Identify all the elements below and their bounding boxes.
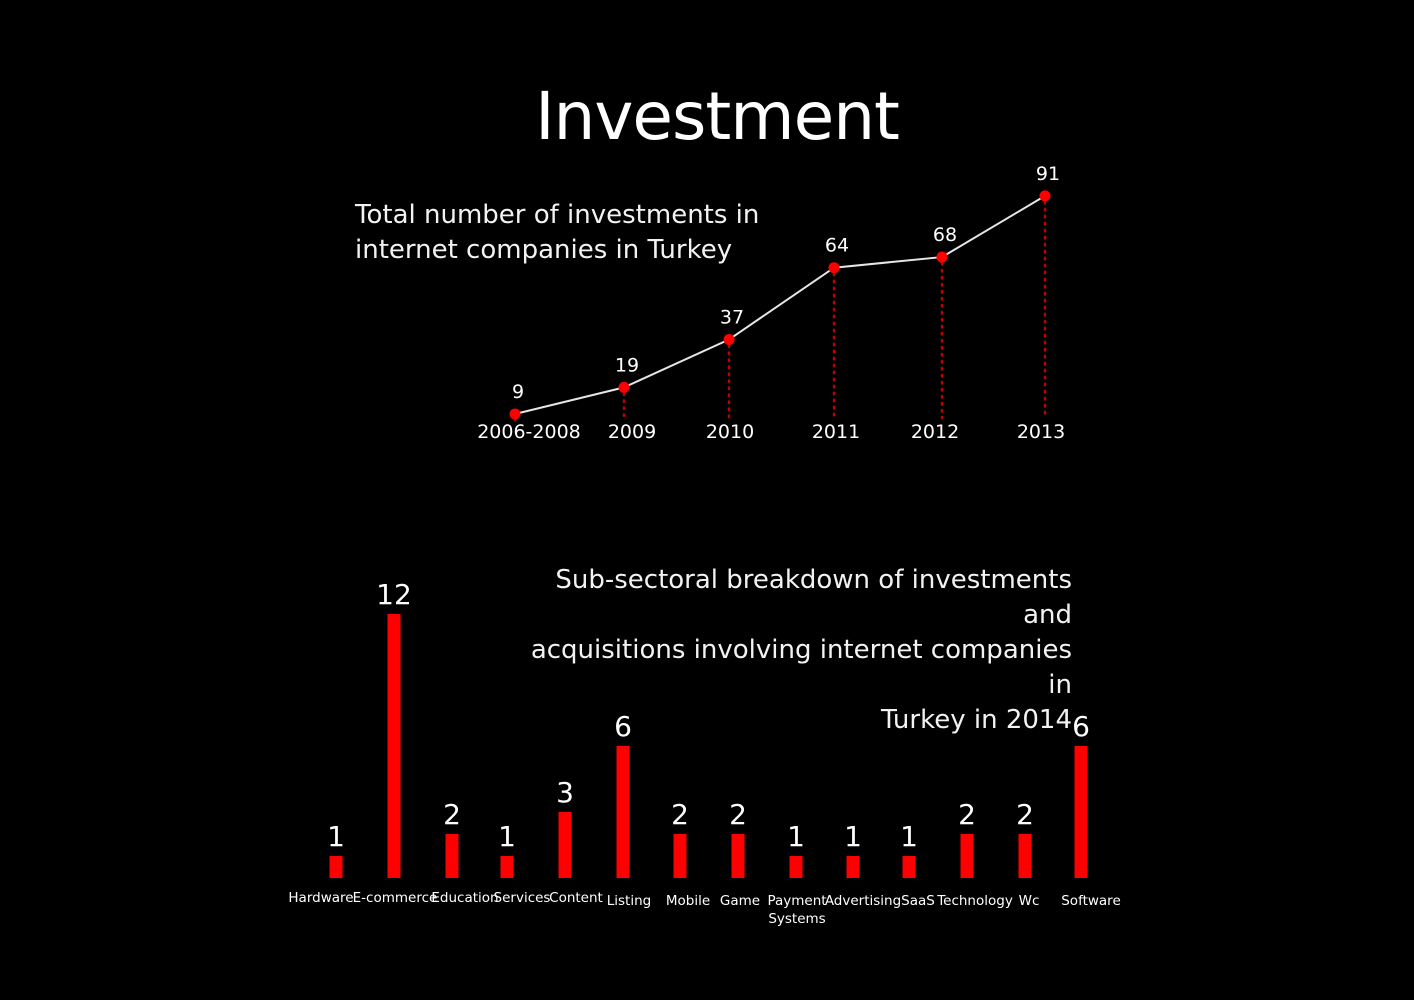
data-label: 68 [933, 224, 957, 246]
bar-chart-title: Sub-sectoral breakdown of investments an… [520, 563, 1072, 738]
bar-value-label: 2 [958, 798, 976, 831]
bar [789, 856, 803, 878]
bar [1018, 834, 1032, 878]
data-point [723, 334, 735, 346]
bar-value-label: 3 [556, 776, 574, 809]
bar-value-label: 1 [498, 820, 516, 853]
category-label: Technology [936, 893, 1013, 909]
data-point [936, 251, 948, 263]
category-label: Payment [767, 893, 826, 909]
data-label: 37 [720, 307, 744, 329]
bar [846, 856, 860, 878]
x-tick-label: 2006-2008 [477, 421, 581, 443]
bar-value-label: 1 [327, 820, 345, 853]
x-tick-label: 2012 [911, 421, 959, 443]
bar-chart-title-line-3: Turkey in 2014 [880, 705, 1072, 735]
page-title: Investment [535, 78, 900, 155]
line-chart-title-line-1: Total number of investments in [355, 200, 760, 230]
x-tick-label: 2013 [1017, 421, 1065, 443]
category-label: Education [431, 890, 498, 906]
data-label: 19 [615, 354, 639, 376]
bar-value-label: 6 [1072, 710, 1090, 743]
category-label: E-commerce [353, 890, 438, 906]
bar-value-label: 2 [671, 798, 689, 831]
bar [445, 834, 459, 878]
data-label: 9 [512, 381, 524, 403]
category-label: Hardware [288, 890, 353, 906]
bar-value-label: 6 [614, 710, 632, 743]
bar-value-label: 1 [844, 820, 862, 853]
category-label: SaaS [901, 893, 935, 909]
bar-value-label: 1 [900, 820, 918, 853]
bar-chart-title-line-1: Sub-sectoral breakdown of investments an… [555, 565, 1072, 630]
category-label: Services [494, 890, 551, 906]
bar-value-label: 1 [787, 820, 805, 853]
bar-value-label: 2 [729, 798, 747, 831]
category-label: Content [549, 890, 603, 906]
line-chart-title: Total number of investments in internet … [355, 198, 775, 268]
bar [960, 834, 974, 878]
bar-value-label: 12 [376, 578, 412, 611]
category-label: Wc [1019, 893, 1040, 909]
bar-chart-title-line-2: acquisitions involving internet companie… [530, 635, 1072, 700]
bar [616, 746, 630, 878]
category-label: Software [1061, 893, 1121, 909]
data-label: 64 [825, 235, 849, 257]
data-point [828, 262, 840, 274]
bar [731, 834, 745, 878]
category-label: Systems [768, 911, 825, 927]
category-label: Mobile [666, 893, 710, 909]
bar [387, 614, 401, 878]
bar [1074, 746, 1088, 878]
bar [558, 812, 572, 878]
bar [329, 856, 343, 878]
investments-series-line [514, 195, 1046, 415]
bar [902, 856, 916, 878]
data-point [1039, 190, 1051, 202]
data-label: 91 [1036, 163, 1060, 185]
bar [500, 856, 514, 878]
data-point [618, 381, 630, 393]
bar-value-label: 2 [443, 798, 461, 831]
data-point [509, 408, 521, 420]
category-label: Game [720, 893, 760, 909]
bar [673, 834, 687, 878]
x-tick-label: 2011 [812, 421, 860, 443]
bar-value-label: 2 [1016, 798, 1034, 831]
category-label: Listing [607, 893, 651, 909]
x-tick-label: 2009 [608, 421, 656, 443]
line-chart-title-line-2: internet companies in Turkey [355, 235, 733, 265]
x-tick-label: 2010 [706, 421, 754, 443]
category-label: Advertising [825, 893, 901, 909]
